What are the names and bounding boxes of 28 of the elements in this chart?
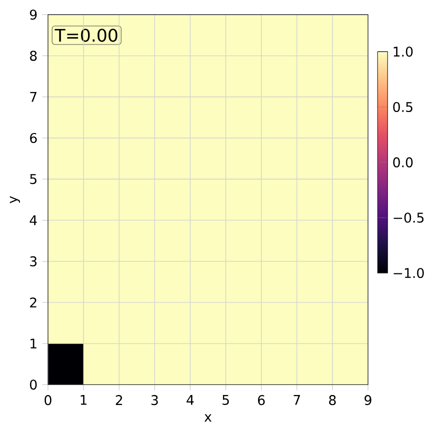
color-bar-label: 1.0 (394, 46, 413, 57)
color-bar-label: −1.0 (394, 268, 424, 278)
x-tick-label: 7 (294, 395, 300, 405)
y-axis-title: y (10, 196, 20, 204)
y-tick-label: 2 (30, 297, 36, 308)
color-bar-label: 0.5 (393, 102, 412, 112)
y-tick-label: 6 (30, 132, 37, 144)
y-tick-label: 0 (30, 380, 37, 390)
x-tick-label: 5 (222, 395, 229, 405)
x-tick-label: 6 (258, 395, 265, 406)
x-tick-label: 0 (44, 395, 52, 406)
y-tick-label: 7 (30, 92, 36, 102)
x-tick-label: 1 (80, 395, 87, 405)
y-tick-label: 9 (30, 10, 37, 20)
y-tick-label: 3 (30, 256, 37, 266)
x-tick-label: 4 (186, 395, 194, 405)
color-bar-label: 0.0 (393, 157, 413, 168)
x-tick-label: 3 (151, 395, 158, 406)
x-axis-title: x (204, 414, 212, 422)
y-tick-label: 5 (30, 174, 36, 184)
y-tick-label: 8 (30, 50, 37, 61)
x-tick-label: 8 (329, 395, 336, 406)
color-bar-label: −0.5 (394, 212, 424, 223)
y-tick-label: 1 (30, 338, 36, 348)
y-tick-label: 4 (30, 215, 37, 226)
x-tick-label: 2 (116, 395, 122, 405)
annotation: T=0.00 (54, 28, 118, 42)
x-tick-label: 9 (364, 395, 372, 406)
